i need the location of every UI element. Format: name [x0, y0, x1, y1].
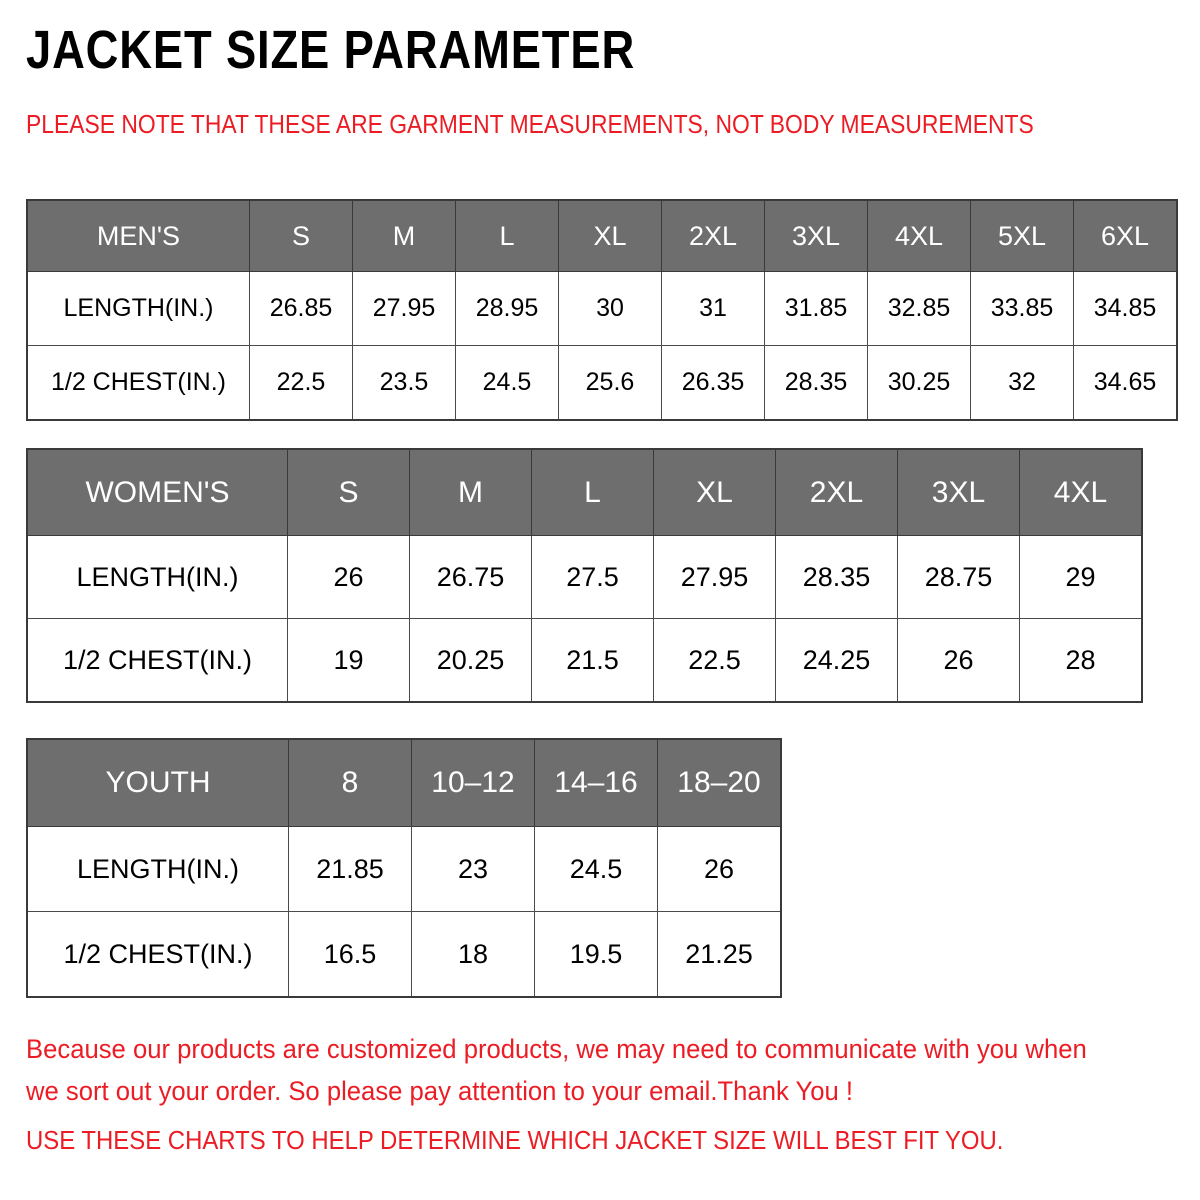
mens-measurement-cell: 27.95 — [352, 271, 456, 346]
table-row: 1/2 CHEST(IN.) 19 20.25 21.5 22.5 24.25 26 28 — [26, 618, 1143, 703]
womens-measurement-cell: 27.5 — [531, 535, 654, 619]
mens-size-header: 4XL — [867, 199, 971, 272]
womens-size-header: 2XL — [775, 448, 898, 536]
womens-measurement-cell: 26 — [897, 618, 1020, 703]
mens-size-header: L — [455, 199, 559, 272]
womens-measurement-cell: 29 — [1019, 535, 1143, 619]
youth-measurement-cell: 18 — [411, 911, 535, 998]
youth-size-table: YOUTH 8 10–12 14–16 18–20 LENGTH(IN.) 21.85 23… — [26, 738, 782, 998]
womens-table-body: LENGTH(IN.) 26 26.75 27.5 27.95 28.35 28.75 29 1… — [26, 535, 1143, 703]
mens-size-table: MEN'S S M L XL 2XL 3XL 4XL 5XL 6XL LENGTH(IN.) 26.… — [26, 199, 1178, 421]
mens-table-body: LENGTH(IN.) 26.85 27.95 28.95 30 31 31.85 32.85… — [26, 271, 1178, 421]
youth-group-label: YOUTH — [26, 738, 289, 827]
mens-measurement-cell: 30 — [558, 271, 662, 346]
mens-measurement-cell: 32 — [970, 345, 1074, 421]
womens-group-label: WOMEN'S — [26, 448, 288, 536]
womens-size-header: 3XL — [897, 448, 1020, 536]
youth-size-header: 14–16 — [534, 738, 658, 827]
womens-table-header: WOMEN'S S M L XL 2XL 3XL 4XL — [26, 448, 1143, 536]
womens-size-header: 4XL — [1019, 448, 1143, 536]
womens-measurement-cell: 26 — [287, 535, 410, 619]
mens-measurement-cell: 28.95 — [455, 271, 559, 346]
womens-measurement-cell: 21.5 — [531, 618, 654, 703]
table-header-row: YOUTH 8 10–12 14–16 18–20 — [26, 738, 782, 827]
page-title: JACKET SIZE PARAMETER — [26, 20, 636, 80]
youth-size-header: 18–20 — [657, 738, 782, 827]
mens-measurement-cell: 30.25 — [867, 345, 971, 421]
mens-size-header: 3XL — [764, 199, 868, 272]
womens-size-header: S — [287, 448, 410, 536]
mens-measurement-cell: 25.6 — [558, 345, 662, 421]
chart-usage-note: USE THESE CHARTS TO HELP DETERMINE WHICH… — [26, 1125, 1004, 1155]
womens-size-header: L — [531, 448, 654, 536]
mens-size-header: 5XL — [970, 199, 1074, 272]
youth-measurement-cell: 24.5 — [534, 826, 658, 912]
mens-table-header: MEN'S S M L XL 2XL 3XL 4XL 5XL 6XL — [26, 199, 1178, 272]
table-row: LENGTH(IN.) 26 26.75 27.5 27.95 28.35 28.75 29 — [26, 535, 1143, 619]
youth-measurement-cell: 23 — [411, 826, 535, 912]
womens-size-header: XL — [653, 448, 776, 536]
mens-size-header: 2XL — [661, 199, 765, 272]
womens-measurement-cell: 27.95 — [653, 535, 776, 619]
womens-measurement-cell: 26.75 — [409, 535, 532, 619]
youth-size-header: 8 — [288, 738, 412, 827]
mens-row-label: 1/2 CHEST(IN.) — [26, 345, 250, 421]
youth-size-header: 10–12 — [411, 738, 535, 827]
mens-row-label: LENGTH(IN.) — [26, 271, 250, 346]
youth-table-header: YOUTH 8 10–12 14–16 18–20 — [26, 738, 782, 827]
mens-size-header: 6XL — [1073, 199, 1178, 272]
womens-row-label: 1/2 CHEST(IN.) — [26, 618, 288, 703]
table-row: LENGTH(IN.) 26.85 27.95 28.95 30 31 31.85 32.85… — [26, 271, 1178, 346]
youth-row-label: 1/2 CHEST(IN.) — [26, 911, 289, 998]
mens-measurement-cell: 34.65 — [1073, 345, 1178, 421]
womens-measurement-cell: 24.25 — [775, 618, 898, 703]
mens-size-header: S — [249, 199, 353, 272]
womens-measurement-cell: 20.25 — [409, 618, 532, 703]
mens-measurement-cell: 32.85 — [867, 271, 971, 346]
customization-note: Because our products are customized prod… — [26, 1034, 1087, 1106]
mens-measurement-cell: 31.85 — [764, 271, 868, 346]
youth-measurement-cell: 16.5 — [288, 911, 412, 998]
mens-measurement-cell: 33.85 — [970, 271, 1074, 346]
youth-measurement-cell: 26 — [657, 826, 782, 912]
womens-size-table: WOMEN'S S M L XL 2XL 3XL 4XL LENGTH(IN.) 26 26.75… — [26, 448, 1143, 703]
womens-size-header: M — [409, 448, 532, 536]
table-row: LENGTH(IN.) 21.85 23 24.5 26 — [26, 826, 782, 912]
table-row: 1/2 CHEST(IN.) 16.5 18 19.5 21.25 — [26, 911, 782, 998]
mens-measurement-cell: 31 — [661, 271, 765, 346]
measurement-disclaimer: PLEASE NOTE THAT THESE ARE GARMENT MEASU… — [26, 109, 1034, 139]
womens-measurement-cell: 28.35 — [775, 535, 898, 619]
mens-group-label: MEN'S — [26, 199, 250, 272]
mens-measurement-cell: 34.85 — [1073, 271, 1178, 346]
mens-measurement-cell: 28.35 — [764, 345, 868, 421]
table-header-row: MEN'S S M L XL 2XL 3XL 4XL 5XL 6XL — [26, 199, 1178, 272]
womens-measurement-cell: 22.5 — [653, 618, 776, 703]
womens-measurement-cell: 28 — [1019, 618, 1143, 703]
mens-measurement-cell: 24.5 — [455, 345, 559, 421]
womens-measurement-cell: 19 — [287, 618, 410, 703]
youth-table-body: LENGTH(IN.) 21.85 23 24.5 26 1/2 CHEST(IN.) 16… — [26, 826, 782, 998]
table-header-row: WOMEN'S S M L XL 2XL 3XL 4XL — [26, 448, 1143, 536]
youth-measurement-cell: 21.25 — [657, 911, 782, 998]
mens-measurement-cell: 22.5 — [249, 345, 353, 421]
womens-measurement-cell: 28.75 — [897, 535, 1020, 619]
mens-measurement-cell: 23.5 — [352, 345, 456, 421]
table-row: 1/2 CHEST(IN.) 22.5 23.5 24.5 25.6 26.35 28.35… — [26, 345, 1178, 421]
youth-measurement-cell: 19.5 — [534, 911, 658, 998]
mens-measurement-cell: 26.85 — [249, 271, 353, 346]
youth-row-label: LENGTH(IN.) — [26, 826, 289, 912]
womens-row-label: LENGTH(IN.) — [26, 535, 288, 619]
mens-size-header: XL — [558, 199, 662, 272]
mens-size-header: M — [352, 199, 456, 272]
mens-measurement-cell: 26.35 — [661, 345, 765, 421]
youth-measurement-cell: 21.85 — [288, 826, 412, 912]
